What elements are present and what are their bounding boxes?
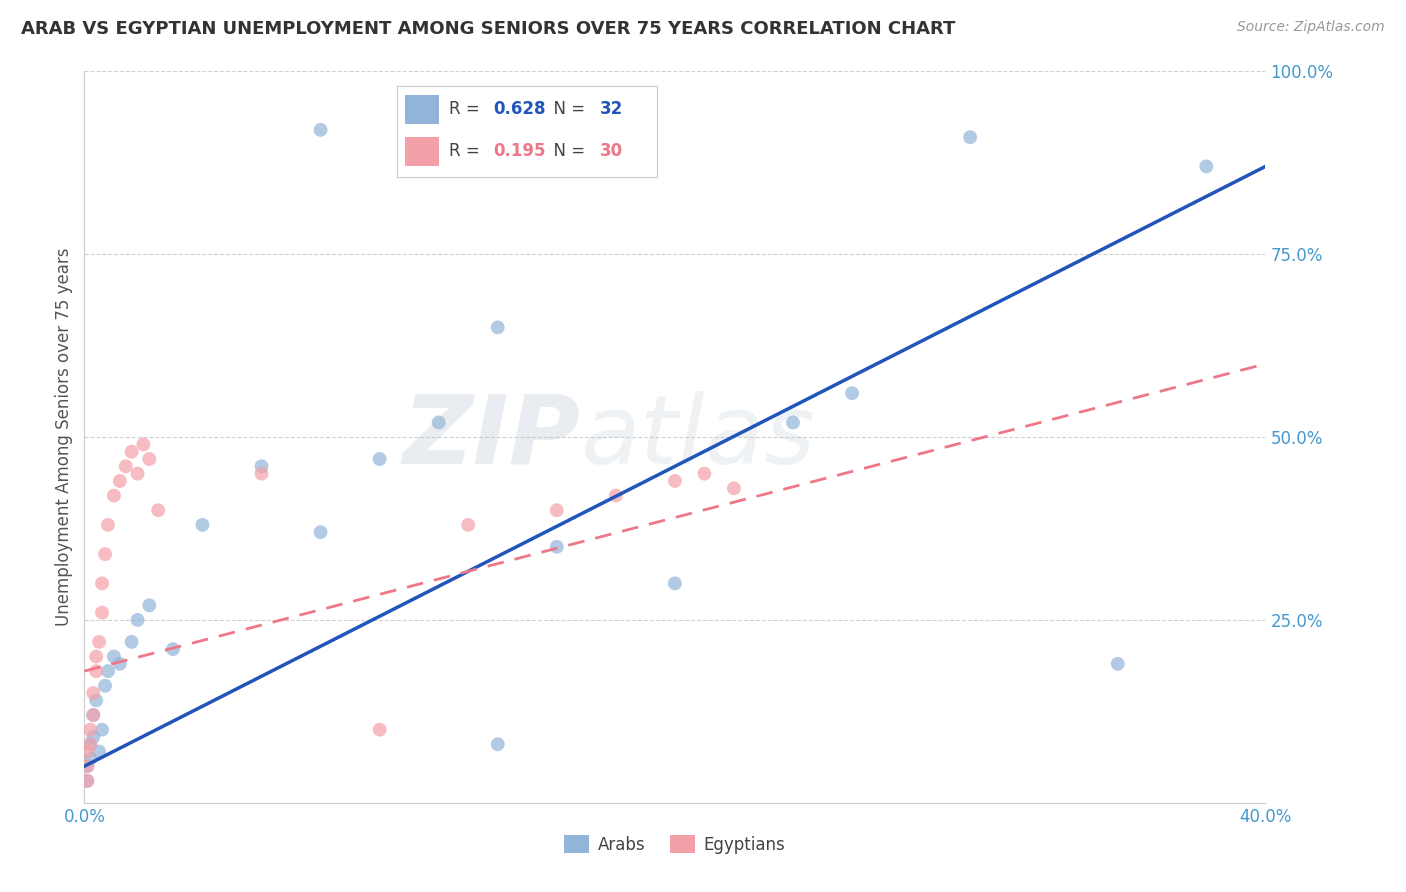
Point xyxy=(76,773,98,788)
Point xyxy=(127,613,149,627)
Text: ZIP: ZIP xyxy=(402,391,581,483)
Point xyxy=(103,489,125,503)
Point xyxy=(457,517,479,532)
Point xyxy=(82,708,104,723)
Point xyxy=(368,723,391,737)
Y-axis label: Unemployment Among Seniors over 75 years: Unemployment Among Seniors over 75 years xyxy=(55,248,73,626)
Point xyxy=(664,576,686,591)
Text: atlas: atlas xyxy=(581,391,815,483)
Legend: Arabs, Egyptians: Arabs, Egyptians xyxy=(558,829,792,860)
Point xyxy=(82,686,104,700)
Point xyxy=(309,123,332,137)
Point xyxy=(108,657,131,671)
Point xyxy=(162,642,184,657)
Point xyxy=(486,737,509,751)
Point xyxy=(546,503,568,517)
Point xyxy=(427,416,450,430)
Point xyxy=(605,489,627,503)
Point xyxy=(250,459,273,474)
Point xyxy=(97,664,120,678)
Text: Source: ZipAtlas.com: Source: ZipAtlas.com xyxy=(1237,20,1385,34)
Text: ARAB VS EGYPTIAN UNEMPLOYMENT AMONG SENIORS OVER 75 YEARS CORRELATION CHART: ARAB VS EGYPTIAN UNEMPLOYMENT AMONG SENI… xyxy=(21,20,956,37)
Point xyxy=(108,474,131,488)
Point xyxy=(84,693,107,707)
Point xyxy=(76,745,98,759)
Point xyxy=(138,452,160,467)
Point xyxy=(693,467,716,481)
Point xyxy=(91,606,114,620)
Point xyxy=(138,599,160,613)
Point xyxy=(87,635,111,649)
Point xyxy=(82,708,104,723)
Point xyxy=(121,635,143,649)
Point xyxy=(79,737,101,751)
Point xyxy=(127,467,149,481)
Point xyxy=(79,737,101,751)
Point xyxy=(91,723,114,737)
Point xyxy=(94,547,117,561)
Point xyxy=(664,474,686,488)
Point xyxy=(486,320,509,334)
Point xyxy=(250,467,273,481)
Point xyxy=(97,517,120,532)
Point xyxy=(959,130,981,145)
Point xyxy=(114,459,136,474)
Point xyxy=(841,386,863,401)
Point xyxy=(1107,657,1129,671)
Point xyxy=(1195,160,1218,174)
Point xyxy=(723,481,745,495)
Point xyxy=(148,503,170,517)
Point xyxy=(191,517,214,532)
Point xyxy=(91,576,114,591)
Point xyxy=(79,723,101,737)
Point xyxy=(782,416,804,430)
Point xyxy=(82,730,104,744)
Point xyxy=(76,773,98,788)
Point xyxy=(368,452,391,467)
Point xyxy=(94,679,117,693)
Point xyxy=(546,540,568,554)
Point xyxy=(121,444,143,458)
Point xyxy=(103,649,125,664)
Point xyxy=(79,752,101,766)
Point xyxy=(87,745,111,759)
Point xyxy=(309,525,332,540)
Point xyxy=(76,759,98,773)
Point xyxy=(84,649,107,664)
Point xyxy=(84,664,107,678)
Point xyxy=(132,437,155,451)
Point xyxy=(76,759,98,773)
